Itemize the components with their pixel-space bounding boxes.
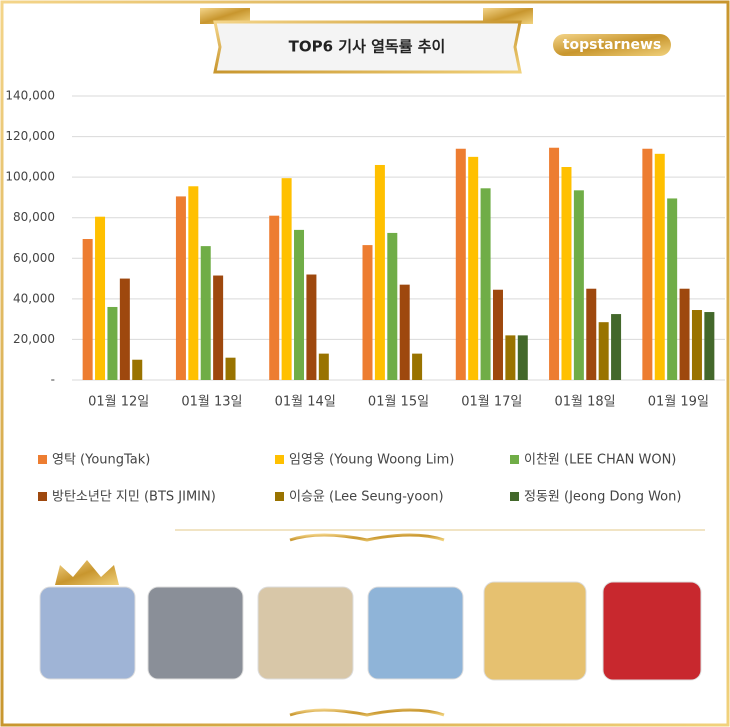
x-tick-label: 01월 19일 xyxy=(648,395,709,410)
bar xyxy=(468,156,479,380)
bar xyxy=(642,148,653,380)
legend-label: 임영웅 (Young Woong Lim) xyxy=(289,453,454,468)
title-ribbon xyxy=(213,20,522,74)
bar xyxy=(387,232,398,380)
chart-title: TOP6 기사 열독률 추이 xyxy=(289,38,446,56)
x-tick-label: 01월 14일 xyxy=(275,395,336,410)
legend-label: 방탄소년단 지민 (BTS JIMIN) xyxy=(52,490,216,505)
bar xyxy=(667,198,678,380)
y-tick-label: 140,000 xyxy=(5,89,55,103)
x-tick-label: 01월 17일 xyxy=(461,395,522,410)
legend-swatch xyxy=(275,492,284,501)
bar xyxy=(132,359,143,380)
bar xyxy=(82,239,93,380)
bar xyxy=(691,310,702,380)
x-tick-label: 01월 13일 xyxy=(181,395,242,410)
legend-label: 이찬원 (LEE CHAN WON) xyxy=(524,453,676,468)
legend-label: 이승윤 (Lee Seung-yoon) xyxy=(289,490,444,505)
ribbon-tab xyxy=(483,8,533,24)
bar xyxy=(362,245,373,380)
y-tick-label: 120,000 xyxy=(5,129,55,143)
y-tick-label: 100,000 xyxy=(5,170,55,184)
bar xyxy=(412,353,423,380)
bar xyxy=(107,306,118,380)
legend-swatch xyxy=(38,455,47,464)
ribbon-tab xyxy=(200,8,250,24)
legend-swatch xyxy=(510,455,519,464)
bar xyxy=(374,164,385,380)
x-tick-label: 01월 15일 xyxy=(368,395,429,410)
bar xyxy=(225,357,236,380)
bar xyxy=(399,284,410,380)
brand-pill xyxy=(553,34,671,56)
photo xyxy=(257,586,354,680)
bar xyxy=(611,314,622,380)
bar xyxy=(213,275,224,380)
bar xyxy=(175,196,186,380)
bar xyxy=(505,335,516,380)
bar xyxy=(573,190,584,380)
ornament xyxy=(289,708,445,717)
bar xyxy=(679,288,690,380)
y-tick-label: 60,000 xyxy=(13,251,55,265)
bar xyxy=(200,246,211,380)
bar xyxy=(306,274,317,380)
ornament xyxy=(289,533,445,542)
legend-swatch xyxy=(275,455,284,464)
bar xyxy=(269,215,280,380)
bar xyxy=(517,335,528,380)
bar xyxy=(294,229,305,380)
x-tick-label: 01월 12일 xyxy=(88,395,149,410)
bar xyxy=(492,289,503,380)
y-tick-label: 80,000 xyxy=(13,210,55,224)
photo xyxy=(602,581,702,681)
bar xyxy=(318,353,329,380)
bar xyxy=(561,167,572,380)
legend-label: 영탁 (YoungTak) xyxy=(52,453,150,468)
photo xyxy=(147,586,244,680)
bar xyxy=(654,153,665,380)
bar xyxy=(549,147,560,380)
bar xyxy=(455,148,466,380)
bar xyxy=(480,188,491,380)
bar xyxy=(95,216,106,380)
photo xyxy=(483,581,587,681)
y-tick-label: - xyxy=(51,373,55,387)
crown xyxy=(55,560,119,585)
bar xyxy=(281,178,292,380)
legend-label: 정동원 (Jeong Dong Won) xyxy=(524,490,681,505)
y-tick-label: 40,000 xyxy=(13,291,55,305)
legend-swatch xyxy=(510,492,519,501)
photo xyxy=(367,586,464,680)
bar xyxy=(598,322,609,380)
x-tick-label: 01월 18일 xyxy=(555,395,616,410)
bar xyxy=(188,186,199,380)
photos xyxy=(39,581,702,681)
brand-logo: topstarnews xyxy=(563,37,661,53)
y-tick-label: 20,000 xyxy=(13,332,55,346)
bar xyxy=(704,312,715,380)
bar xyxy=(119,278,130,380)
photo xyxy=(39,586,136,680)
legend-swatch xyxy=(38,492,47,501)
bar xyxy=(586,288,597,380)
